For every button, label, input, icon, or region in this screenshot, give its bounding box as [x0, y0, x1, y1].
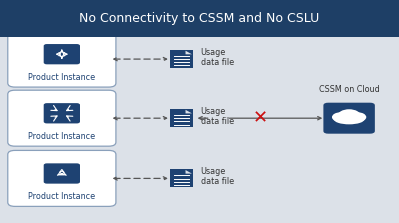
FancyBboxPatch shape	[43, 163, 80, 184]
Polygon shape	[186, 51, 192, 54]
Text: No Connectivity to CSSM and No CSLU: No Connectivity to CSSM and No CSLU	[79, 12, 320, 25]
Circle shape	[349, 112, 366, 122]
Text: CSSM on Cloud: CSSM on Cloud	[319, 85, 379, 94]
Text: Product Instance: Product Instance	[28, 192, 95, 201]
Circle shape	[332, 112, 350, 122]
Text: Usage
data file: Usage data file	[201, 167, 234, 186]
FancyBboxPatch shape	[170, 50, 193, 68]
Circle shape	[338, 109, 361, 122]
FancyBboxPatch shape	[8, 31, 116, 87]
FancyBboxPatch shape	[170, 169, 193, 187]
Text: Product Instance: Product Instance	[28, 73, 95, 82]
Text: Product Instance: Product Instance	[28, 132, 95, 141]
Ellipse shape	[334, 115, 364, 124]
FancyBboxPatch shape	[0, 0, 399, 37]
FancyBboxPatch shape	[8, 90, 116, 146]
FancyBboxPatch shape	[170, 109, 193, 127]
FancyBboxPatch shape	[323, 103, 375, 134]
FancyBboxPatch shape	[43, 103, 80, 124]
FancyBboxPatch shape	[8, 150, 116, 206]
Polygon shape	[186, 170, 192, 173]
FancyBboxPatch shape	[43, 44, 80, 64]
Text: ✕: ✕	[253, 109, 267, 127]
Text: Usage
data file: Usage data file	[201, 48, 234, 67]
Polygon shape	[186, 110, 192, 114]
Text: Usage
data file: Usage data file	[201, 107, 234, 126]
